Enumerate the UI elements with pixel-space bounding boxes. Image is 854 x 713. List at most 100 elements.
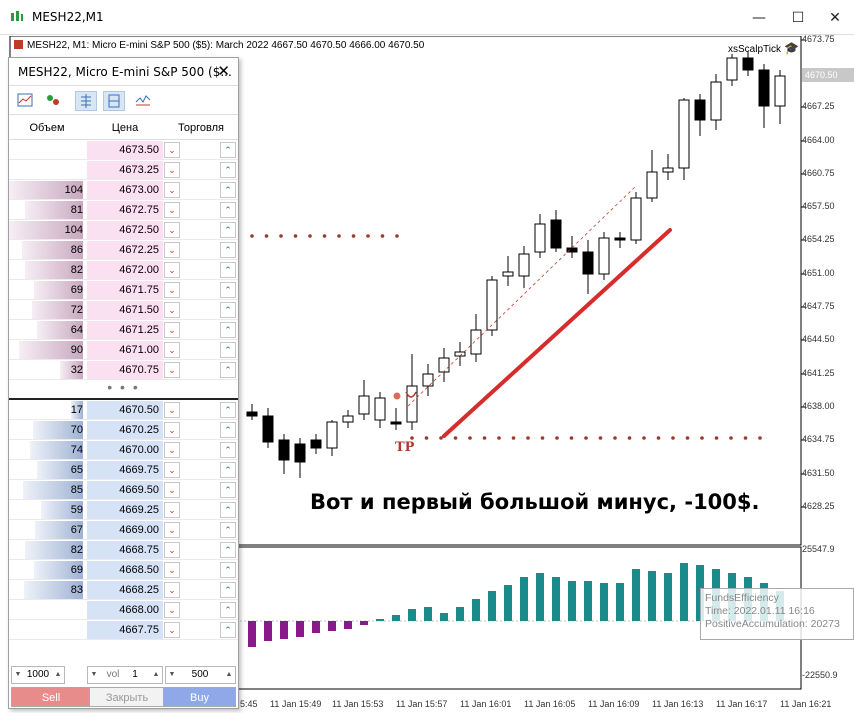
bid-price[interactable]: 4670.00	[87, 441, 163, 459]
buy-limit-chevron-icon[interactable]: ⌃	[220, 542, 236, 558]
buy-button[interactable]: Buy	[163, 687, 236, 707]
buy-limit-chevron-icon[interactable]: ⌃	[220, 362, 236, 378]
auto-center-icon[interactable]	[75, 91, 97, 111]
buy-limit-chevron-icon[interactable]: ⌃	[220, 402, 236, 418]
volume-down-icon[interactable]: ▼	[90, 671, 98, 678]
quantity-stepper[interactable]: ▼ 500 ▲	[165, 666, 236, 684]
buy-limit-chevron-icon[interactable]: ⌃	[220, 602, 236, 618]
sell-button[interactable]: Sell	[11, 687, 91, 707]
buy-limit-chevron-icon[interactable]: ⌃	[220, 462, 236, 478]
sell-limit-chevron-icon[interactable]: ⌄	[164, 282, 180, 298]
sell-limit-chevron-icon[interactable]: ⌄	[164, 402, 180, 418]
dom-close-icon[interactable]: ✕	[217, 62, 230, 80]
buy-limit-chevron-icon[interactable]: ⌃	[220, 282, 236, 298]
ask-row: 82 4672.00 ⌄ ⌃	[9, 260, 238, 280]
price-chart[interactable]: MESH22, M1: Micro E-mini S&P 500 ($5): M…	[0, 34, 854, 713]
sell-limit-chevron-icon[interactable]: ⌄	[164, 582, 180, 598]
sell-limit-chevron-icon[interactable]: ⌄	[164, 542, 180, 558]
buy-limit-chevron-icon[interactable]: ⌃	[220, 622, 236, 638]
chart-view-icon[interactable]	[15, 91, 37, 111]
bid-price[interactable]: 4668.00	[87, 601, 163, 619]
buy-limit-chevron-icon[interactable]: ⌃	[220, 582, 236, 598]
buy-limit-chevron-icon[interactable]: ⌃	[220, 222, 236, 238]
levels-icon[interactable]	[103, 91, 125, 111]
ask-row: 4673.25 ⌄ ⌃	[9, 160, 238, 180]
ask-price[interactable]: 4672.75	[87, 201, 163, 219]
sell-limit-chevron-icon[interactable]: ⌄	[164, 482, 180, 498]
minimize-button[interactable]: —	[752, 10, 766, 26]
dom-title-bar[interactable]: MESH22, Micro E-mini S&P 500 ($... ✕	[9, 58, 238, 86]
bid-price[interactable]: 4670.50	[87, 401, 163, 419]
bid-price[interactable]: 4669.75	[87, 461, 163, 479]
price-axis-label: 4647.75	[802, 301, 835, 311]
buy-limit-chevron-icon[interactable]: ⌃	[220, 242, 236, 258]
sell-limit-chevron-icon[interactable]: ⌄	[164, 242, 180, 258]
sell-limit-chevron-icon[interactable]: ⌄	[164, 622, 180, 638]
maximize-button[interactable]: ☐	[791, 10, 805, 26]
close-window-button[interactable]: ✕	[829, 10, 841, 26]
sell-limit-chevron-icon[interactable]: ⌄	[164, 142, 180, 158]
sell-limit-chevron-icon[interactable]: ⌄	[164, 422, 180, 438]
buy-limit-chevron-icon[interactable]: ⌃	[220, 342, 236, 358]
close-position-button[interactable]: Закрыть	[89, 687, 165, 707]
buy-limit-chevron-icon[interactable]: ⌃	[220, 482, 236, 498]
buy-limit-chevron-icon[interactable]: ⌃	[220, 562, 236, 578]
sell-limit-chevron-icon[interactable]: ⌄	[164, 182, 180, 198]
sell-limit-chevron-icon[interactable]: ⌄	[164, 462, 180, 478]
buy-limit-chevron-icon[interactable]: ⌃	[220, 442, 236, 458]
ask-price[interactable]: 4671.00	[87, 341, 163, 359]
expert-advisor-label[interactable]: xsScalpTick 🎓	[728, 41, 799, 55]
depth-of-market-panel[interactable]: MESH22, Micro E-mini S&P 500 ($... ✕ Объ…	[8, 57, 239, 709]
bid-price[interactable]: 4670.25	[87, 421, 163, 439]
sell-limit-chevron-icon[interactable]: ⌄	[164, 442, 180, 458]
sell-limit-chevron-icon[interactable]: ⌄	[164, 302, 180, 318]
ask-price[interactable]: 4672.50	[87, 221, 163, 239]
sell-limit-chevron-icon[interactable]: ⌄	[164, 522, 180, 538]
quantity-down-icon[interactable]: ▼	[168, 671, 176, 678]
ask-price[interactable]: 4671.75	[87, 281, 163, 299]
buy-limit-chevron-icon[interactable]: ⌃	[220, 302, 236, 318]
tick-chart-icon[interactable]	[133, 91, 155, 111]
ask-price[interactable]: 4673.00	[87, 181, 163, 199]
bid-price[interactable]: 4667.75	[87, 621, 163, 639]
bid-price[interactable]: 4669.50	[87, 481, 163, 499]
bid-price[interactable]: 4669.25	[87, 501, 163, 519]
buy-limit-chevron-icon[interactable]: ⌃	[220, 202, 236, 218]
sell-limit-chevron-icon[interactable]: ⌄	[164, 202, 180, 218]
ask-price[interactable]: 4671.50	[87, 301, 163, 319]
ask-price[interactable]: 4671.25	[87, 321, 163, 339]
lot-down-icon[interactable]: ▼	[14, 671, 22, 678]
sell-limit-chevron-icon[interactable]: ⌄	[164, 322, 180, 338]
buy-limit-chevron-icon[interactable]: ⌃	[220, 162, 236, 178]
bid-price[interactable]: 4668.25	[87, 581, 163, 599]
buy-limit-chevron-icon[interactable]: ⌃	[220, 422, 236, 438]
buy-limit-chevron-icon[interactable]: ⌃	[220, 142, 236, 158]
sell-limit-chevron-icon[interactable]: ⌄	[164, 222, 180, 238]
lot-stepper[interactable]: ▼ 1000 ▲	[11, 666, 65, 684]
volume-stepper[interactable]: ▼ vol 1 ▲	[87, 666, 163, 684]
sell-limit-chevron-icon[interactable]: ⌄	[164, 262, 180, 278]
ask-price[interactable]: 4673.25	[87, 161, 163, 179]
ask-price[interactable]: 4672.00	[87, 261, 163, 279]
ask-price[interactable]: 4673.50	[87, 141, 163, 159]
sell-limit-chevron-icon[interactable]: ⌄	[164, 562, 180, 578]
quantity-up-icon[interactable]: ▲	[225, 671, 233, 678]
volume-up-icon[interactable]: ▲	[152, 671, 160, 678]
lot-up-icon[interactable]: ▲	[54, 671, 62, 678]
sell-limit-chevron-icon[interactable]: ⌄	[164, 362, 180, 378]
buy-limit-chevron-icon[interactable]: ⌃	[220, 522, 236, 538]
bid-price[interactable]: 4669.00	[87, 521, 163, 539]
sell-limit-chevron-icon[interactable]: ⌄	[164, 162, 180, 178]
trades-icon[interactable]	[43, 91, 65, 111]
buy-limit-chevron-icon[interactable]: ⌃	[220, 502, 236, 518]
bid-price[interactable]: 4668.75	[87, 541, 163, 559]
sell-limit-chevron-icon[interactable]: ⌄	[164, 602, 180, 618]
sell-limit-chevron-icon[interactable]: ⌄	[164, 502, 180, 518]
buy-limit-chevron-icon[interactable]: ⌃	[220, 182, 236, 198]
sell-limit-chevron-icon[interactable]: ⌄	[164, 342, 180, 358]
ask-price[interactable]: 4672.25	[87, 241, 163, 259]
buy-limit-chevron-icon[interactable]: ⌃	[220, 262, 236, 278]
buy-limit-chevron-icon[interactable]: ⌃	[220, 322, 236, 338]
bid-price[interactable]: 4668.50	[87, 561, 163, 579]
ask-price[interactable]: 4670.75	[87, 361, 163, 379]
